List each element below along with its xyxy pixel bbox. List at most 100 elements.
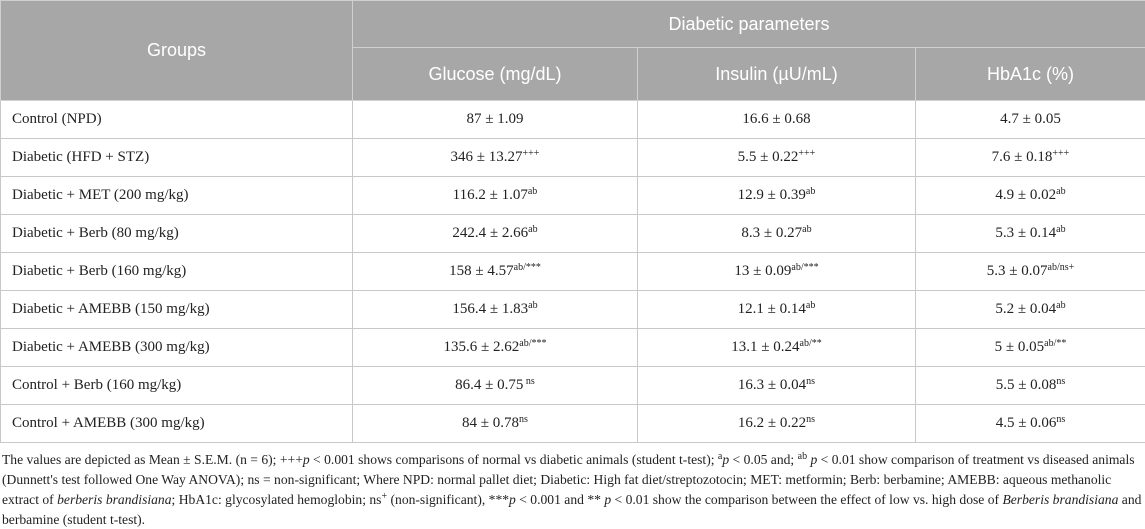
group-cell: Diabetic + MET (200 mg/kg)	[0, 176, 353, 215]
table-row: Diabetic + Berb (80 mg/kg) 242.4 ± 2.66ab…	[0, 214, 1145, 253]
column-header: Insulin (µU/mL)	[637, 47, 916, 101]
cell-value: 84 ± 0.78	[462, 415, 520, 431]
group-cell: Diabetic (HFD + STZ)	[0, 138, 353, 177]
cell-value: 7.6 ± 0.18	[991, 149, 1053, 165]
table-row: Diabetic + MET (200 mg/kg) 116.2 ± 1.07ab…	[0, 176, 1145, 215]
cell-value: 135.6 ± 2.62	[443, 339, 520, 355]
cell-value: 5.2 ± 0.04	[995, 301, 1057, 317]
value-cell: 5.5 ± 0.22+++	[637, 138, 916, 177]
value-cell: 8.3 ± 0.27ab	[637, 214, 916, 253]
group-cell: Control (NPD)	[0, 100, 353, 139]
cell-value: 116.2 ± 1.07	[452, 187, 528, 203]
footnote-text: ; HbA1c: glycosylated hemoglobin; ns	[171, 492, 382, 507]
footnote-text: < 0.001 and **	[515, 492, 605, 507]
cell-value: 16.3 ± 0.04	[737, 377, 807, 393]
cell-superscript: ab	[1056, 300, 1066, 311]
cell-superscript: ab/**	[799, 338, 822, 349]
cell-superscript: ns	[523, 376, 535, 387]
cell-superscript: ab	[528, 300, 538, 311]
cell-value: 16.6 ± 0.68	[742, 111, 811, 127]
footnote-text: < 0.05 and;	[729, 452, 798, 467]
cell-superscript: ns	[806, 414, 816, 425]
data-table: Groups Diabetic parameters Glucose (mg/d…	[0, 0, 1145, 443]
footnote-text: p	[509, 492, 516, 507]
value-cell: 16.2 ± 0.22ns	[637, 404, 916, 443]
footnote-text: and berbamine (student t-test).	[2, 492, 1142, 527]
cell-superscript: ns	[1056, 414, 1066, 425]
footnote-text: a	[717, 451, 723, 462]
cell-value: 8.3 ± 0.27	[741, 225, 803, 241]
value-cell: 5 ± 0.05ab/**	[914, 328, 1145, 367]
footnote-text: The values are depicted as Mean ± S.E.M.…	[2, 452, 303, 467]
cell-value: 4.7 ± 0.05	[1000, 111, 1061, 127]
cell-superscript: +++	[1052, 148, 1070, 159]
table-row: Diabetic + Berb (160 mg/kg) 158 ± 4.57ab/…	[0, 252, 1145, 291]
cell-superscript: ab/ns+	[1047, 262, 1075, 273]
value-cell: 12.9 ± 0.39ab	[637, 176, 916, 215]
footnote-text: p	[604, 492, 612, 507]
cell-value: 13.1 ± 0.24	[731, 339, 800, 355]
value-cell: 4.7 ± 0.05	[914, 100, 1145, 139]
footnote: The values are depicted as Mean ± S.E.M.…	[2, 450, 1143, 529]
cell-value: 87 ± 1.09	[466, 111, 524, 127]
value-cell: 135.6 ± 2.62ab/***	[352, 328, 638, 367]
cell-superscript: ab/***	[519, 338, 547, 349]
cell-value: 5.5 ± 0.08	[995, 377, 1057, 393]
value-cell: 4.9 ± 0.02ab	[914, 176, 1145, 215]
footnote-text: ˂ 0.001 shows comparisons of normal vs d…	[309, 452, 718, 467]
value-cell: 84 ± 0.78ns	[352, 404, 638, 443]
footnote-text: Berberis brandisiana	[1002, 492, 1119, 507]
group-cell: Diabetic + AMEBB (150 mg/kg)	[0, 290, 353, 329]
cell-superscript: ns	[1056, 376, 1066, 387]
cell-value: 4.5 ± 0.06	[995, 415, 1057, 431]
cell-value: 5.3 ± 0.14	[995, 225, 1057, 241]
value-cell: 4.5 ± 0.06ns	[914, 404, 1145, 443]
group-cell: Control + AMEBB (300 mg/kg)	[0, 404, 353, 443]
table-row: Control + Berb (160 mg/kg) 86.4 ± 0.75 ns…	[0, 366, 1145, 405]
value-cell: 13 ± 0.09ab/***	[637, 252, 916, 291]
cell-superscript: ab	[1056, 224, 1066, 235]
value-cell: 116.2 ± 1.07ab	[352, 176, 638, 215]
value-cell: 5.2 ± 0.04ab	[914, 290, 1145, 329]
cell-value: 12.1 ± 0.14	[737, 301, 806, 317]
value-cell: 158 ± 4.57ab/***	[352, 252, 638, 291]
footnote-text: p	[807, 452, 818, 467]
cell-superscript: +++	[522, 148, 540, 159]
table-row: Diabetic (HFD + STZ) 346 ± 13.27+++ 5.5 ± …	[0, 138, 1145, 177]
cell-value: 158 ± 4.57	[449, 263, 514, 279]
cell-value: 242.4 ± 2.66	[452, 225, 529, 241]
cell-superscript: ab	[805, 186, 816, 197]
cell-value: 16.2 ± 0.22	[737, 415, 807, 431]
cell-superscript: ns	[519, 414, 528, 425]
group-cell: Diabetic + AMEBB (300 mg/kg)	[0, 328, 353, 367]
footnote-text: p	[302, 452, 310, 467]
cell-value: 346 ± 13.27	[450, 149, 523, 165]
value-cell: 346 ± 13.27+++	[352, 138, 638, 177]
cell-superscript: ab	[805, 300, 816, 311]
footnote-text: +	[381, 491, 388, 502]
cell-value: 5.5 ± 0.22	[737, 149, 799, 165]
value-cell: 5.3 ± 0.14ab	[914, 214, 1145, 253]
value-cell: 87 ± 1.09	[352, 100, 638, 139]
group-header: Groups	[0, 0, 353, 101]
table-row: Diabetic + AMEBB (150 mg/kg) 156.4 ± 1.83…	[0, 290, 1145, 329]
cell-superscript: ab/***	[513, 262, 541, 273]
group-cell: Diabetic + Berb (80 mg/kg)	[0, 214, 353, 253]
footnote-text: berberis brandisiana	[57, 492, 172, 507]
cell-superscript: ns	[806, 376, 816, 387]
footnote-text: < 0.01 show comparison of treatment vs d…	[2, 452, 1135, 507]
cell-superscript: ab	[1056, 186, 1066, 197]
cell-superscript: ab	[528, 224, 538, 235]
cell-value: 5.3 ± 0.07	[986, 263, 1048, 279]
value-cell: 12.1 ± 0.14ab	[637, 290, 916, 329]
table-row: Diabetic + AMEBB (300 mg/kg) 135.6 ± 2.62…	[0, 328, 1145, 367]
value-cell: 5.5 ± 0.08ns	[914, 366, 1145, 405]
value-cell: 5.3 ± 0.07ab/ns+	[914, 252, 1145, 291]
cell-value: 156.4 ± 1.83	[452, 301, 529, 317]
footnote-text: p	[722, 452, 730, 467]
value-cell: 156.4 ± 1.83ab	[352, 290, 638, 329]
value-cell: 7.6 ± 0.18+++	[914, 138, 1145, 177]
table-row: Control (NPD) 87 ± 1.09 16.6 ± 0.68 4.7 ± 0…	[0, 100, 1145, 139]
footnote-text: < 0.01 show the comparison between the e…	[611, 492, 1003, 507]
